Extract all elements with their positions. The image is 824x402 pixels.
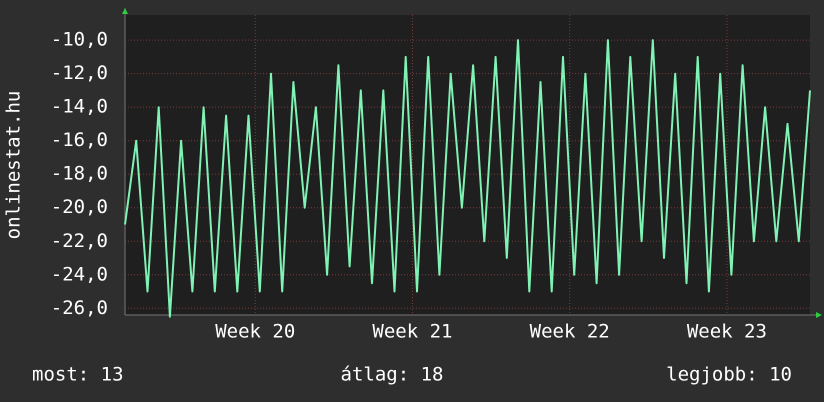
y-tick-label: -24,0 — [51, 263, 108, 285]
x-tick-label: Week 21 — [372, 321, 452, 343]
y-tick-label: -16,0 — [51, 129, 108, 151]
y-tick-label: -26,0 — [51, 297, 108, 319]
y-tick-label: -10,0 — [51, 29, 108, 51]
y-tick-label: -14,0 — [51, 96, 108, 118]
data-line — [124, 39, 811, 318]
stat-average: átlag: 18 — [341, 364, 444, 386]
y-axis-label: onlinestat.hu — [3, 91, 25, 240]
y-tick-label: -12,0 — [51, 62, 108, 84]
x-tick-label: Week 23 — [687, 321, 767, 343]
stat-current: most: 13 — [32, 364, 124, 386]
x-arrow — [816, 312, 822, 318]
y-tick-label: -20,0 — [51, 196, 108, 218]
y-arrow — [122, 8, 128, 14]
y-tick-label: -22,0 — [51, 230, 108, 252]
x-tick-label: Week 20 — [215, 321, 295, 343]
x-tick-label: Week 22 — [530, 321, 610, 343]
y-tick-label: -18,0 — [51, 163, 108, 185]
stat-best: legjobb: 10 — [666, 364, 792, 386]
